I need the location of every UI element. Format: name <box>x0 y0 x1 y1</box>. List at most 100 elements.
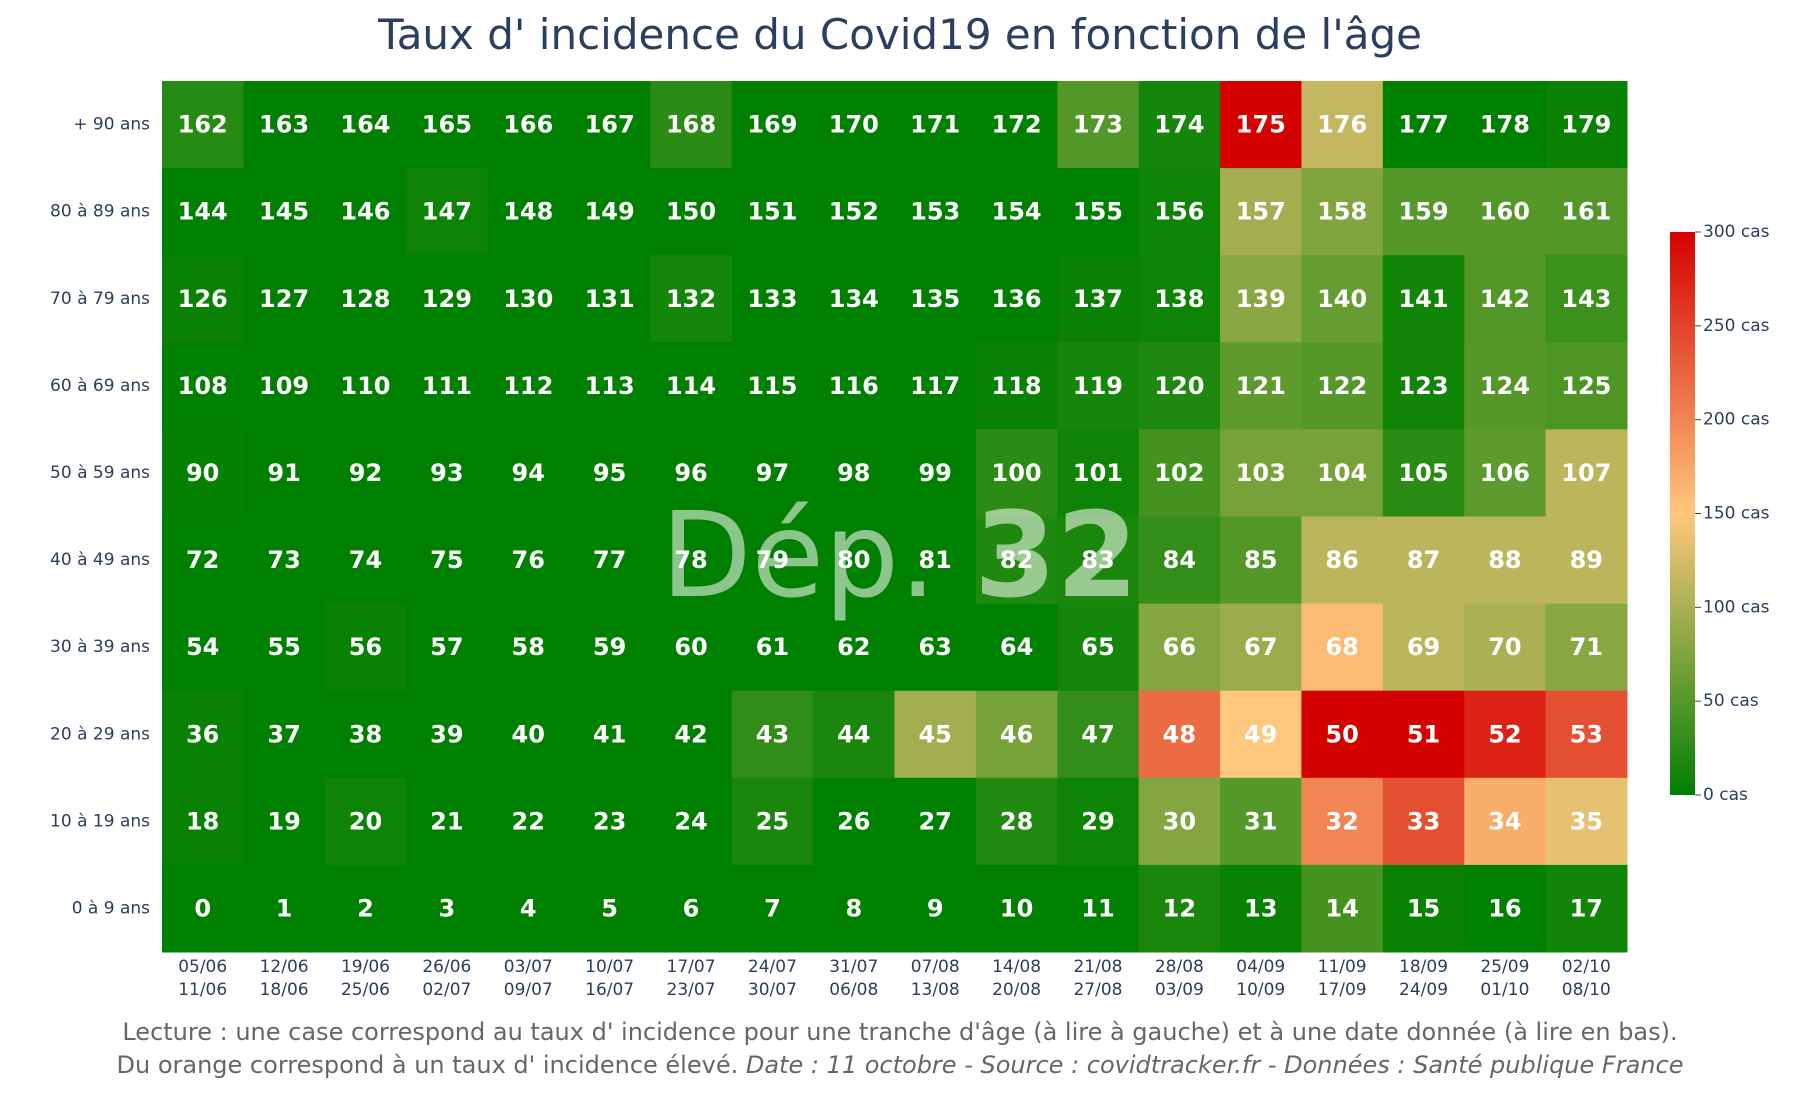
heatmap-cell <box>243 168 326 256</box>
heatmap-cell <box>975 777 1058 866</box>
cell-label: 103 <box>1236 459 1286 487</box>
heatmap-cell <box>1382 516 1465 605</box>
cell-label: 71 <box>1570 633 1603 661</box>
cell-label: 63 <box>918 633 951 661</box>
heatmap-cell <box>162 516 244 605</box>
cell-label: 42 <box>674 720 707 748</box>
cell-label: 86 <box>1325 546 1358 574</box>
cell-label: 93 <box>430 459 463 487</box>
x-tick-label: 24/09 <box>1399 980 1448 1000</box>
heatmap-cell <box>975 516 1058 605</box>
cell-label: 17 <box>1570 894 1603 922</box>
heatmap-cell <box>1057 864 1140 953</box>
cell-label: 147 <box>422 198 472 226</box>
cell-label: 173 <box>1073 111 1123 139</box>
x-tick-label: 10/09 <box>1236 980 1285 1000</box>
colorbar-tick-label: 150 cas <box>1703 504 1770 524</box>
cell-label: 72 <box>186 546 219 574</box>
heatmap-cell <box>650 603 733 692</box>
cell-label: 177 <box>1398 111 1448 139</box>
x-tick-label: 31/07 <box>829 957 878 977</box>
heatmap-cell <box>1545 777 1628 866</box>
heatmap-cell <box>162 255 244 343</box>
x-tick-label: 11/06 <box>178 980 227 1000</box>
x-tick-label: 14/08 <box>992 957 1041 977</box>
heatmap-cell <box>1464 603 1547 692</box>
heatmap-cell <box>1138 168 1221 256</box>
heatmap-cell <box>1057 516 1140 605</box>
cell-label: 43 <box>756 720 789 748</box>
x-tick-label: 20/08 <box>992 980 1041 1000</box>
cell-label: 144 <box>178 198 228 226</box>
heatmap-cell <box>243 603 326 692</box>
x-tick-label: 27/08 <box>1073 980 1122 1000</box>
heatmap-cell <box>487 168 570 256</box>
heatmap-cell <box>1545 429 1628 517</box>
cell-label: 175 <box>1236 111 1286 139</box>
heatmap-cell <box>1382 864 1465 953</box>
cell-label: 31 <box>1244 807 1277 835</box>
x-tick-label: 23/07 <box>667 980 716 1000</box>
heatmap-cell <box>1057 81 1140 169</box>
heatmap-cell <box>894 255 977 343</box>
y-tick-label: 30 à 39 ans <box>50 637 150 657</box>
footer-reading-note: Lecture : une case correspond au taux d'… <box>122 1018 1678 1046</box>
y-tick-label: 10 à 19 ans <box>50 811 150 831</box>
cell-label: 123 <box>1398 372 1448 400</box>
heatmap-cell <box>1464 864 1547 953</box>
heatmap-cell <box>731 429 814 517</box>
cell-label: 171 <box>910 111 960 139</box>
cell-label: 91 <box>267 459 300 487</box>
heatmap-cell <box>1138 429 1221 517</box>
cell-label: 1 <box>276 894 293 922</box>
cell-label: 111 <box>422 372 472 400</box>
heatmap-cell <box>1545 864 1628 953</box>
cell-label: 178 <box>1480 111 1530 139</box>
x-tick-label: 03/09 <box>1155 980 1204 1000</box>
colorbar-tick-label: 0 cas <box>1703 785 1748 805</box>
cell-label: 64 <box>1000 633 1033 661</box>
heatmap-cell <box>894 168 977 256</box>
cell-label: 166 <box>503 111 553 139</box>
y-tick-label: 50 à 59 ans <box>50 463 150 483</box>
heatmap-cell <box>1545 81 1628 169</box>
heatmap-cell <box>1220 429 1302 517</box>
cell-label: 46 <box>1000 720 1033 748</box>
heatmap-cell <box>1301 603 1384 692</box>
cell-label: 21 <box>430 807 463 835</box>
heatmap-cell <box>894 429 977 517</box>
cell-label: 75 <box>430 546 463 574</box>
x-tick-label: 04/09 <box>1236 957 1285 977</box>
heatmap-cell <box>813 690 895 779</box>
chart-title: Taux d' incidence du Covid19 en fonction… <box>377 10 1422 59</box>
heatmap-cell <box>406 516 489 605</box>
cell-label: 162 <box>178 111 228 139</box>
cell-label: 127 <box>259 285 309 313</box>
heatmap-cell <box>1220 690 1302 779</box>
cell-label: 88 <box>1488 546 1521 574</box>
heatmap-cell <box>975 690 1058 779</box>
heatmap-cell <box>162 864 244 953</box>
cell-label: 73 <box>267 546 300 574</box>
cell-label: 65 <box>1081 633 1114 661</box>
y-tick-label: 80 à 89 ans <box>50 202 150 222</box>
heatmap-cell <box>1382 168 1465 256</box>
heatmap-cell <box>813 777 895 866</box>
heatmap-cell <box>1382 255 1465 343</box>
x-tick-label: 02/07 <box>422 980 471 1000</box>
cell-label: 80 <box>837 546 870 574</box>
heatmap-cell <box>1464 255 1547 343</box>
heatmap-cell <box>650 690 733 779</box>
heatmap-cell <box>1301 81 1384 169</box>
cell-label: 62 <box>837 633 870 661</box>
cell-label: 9 <box>927 894 944 922</box>
cell-label: 118 <box>992 372 1042 400</box>
cell-label: 122 <box>1317 372 1367 400</box>
cell-label: 14 <box>1325 894 1358 922</box>
heatmap-cell <box>813 81 895 169</box>
heatmap-cell <box>162 690 244 779</box>
cell-label: 81 <box>918 546 951 574</box>
heatmap-cell <box>568 429 651 517</box>
heatmap-cell <box>650 168 733 256</box>
cell-label: 148 <box>503 198 553 226</box>
